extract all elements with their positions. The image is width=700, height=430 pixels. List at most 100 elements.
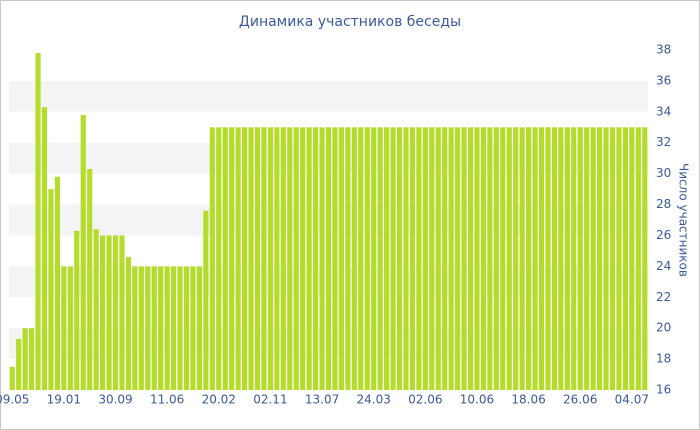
bar [642, 127, 648, 390]
bar [80, 114, 86, 390]
bar [158, 266, 164, 390]
bar [93, 229, 99, 390]
bar [442, 127, 448, 390]
y-tick-label: 32 [656, 135, 671, 149]
bar [300, 127, 306, 390]
x-tick-label: 11.06 [150, 393, 184, 407]
bar [61, 266, 67, 390]
y-tick-label: 22 [656, 290, 671, 304]
bar [590, 127, 596, 390]
bar [435, 127, 441, 390]
bar [487, 127, 493, 390]
y-tick-label: 24 [656, 259, 671, 273]
bar [248, 127, 254, 390]
bar [145, 266, 151, 390]
bar [558, 127, 564, 390]
x-tick-label: 02.06 [408, 393, 442, 407]
bar [571, 127, 577, 390]
bar [67, 266, 73, 390]
bar [422, 127, 428, 390]
bar [209, 127, 215, 390]
bar [319, 127, 325, 390]
bar [390, 127, 396, 390]
bar [242, 127, 248, 390]
x-tick-label: 10.06 [460, 393, 494, 407]
bar [506, 127, 512, 390]
bar [164, 266, 170, 390]
bar [190, 266, 196, 390]
bar [9, 366, 15, 390]
x-tick-label: 02.11 [253, 393, 287, 407]
bar [54, 176, 60, 390]
x-tick-label: 26.06 [563, 393, 597, 407]
bar [41, 107, 48, 390]
bar [16, 339, 22, 390]
x-tick-label: 09.05 [0, 393, 29, 407]
bar [577, 127, 583, 390]
bar [119, 235, 125, 390]
bar [125, 257, 131, 390]
grid-band [9, 80, 648, 112]
bar [564, 127, 570, 390]
bar [254, 127, 261, 390]
bar [138, 266, 144, 390]
bar [538, 127, 545, 390]
bar [635, 127, 641, 390]
bar [409, 127, 415, 390]
bar [29, 328, 35, 390]
bar [287, 127, 293, 390]
bar [474, 127, 480, 390]
bar [171, 266, 177, 390]
y-tick-label: 34 [656, 104, 671, 118]
chart-title: Динамика участников беседы [239, 14, 461, 30]
bar [467, 127, 474, 390]
bar [267, 127, 273, 390]
bar [222, 127, 228, 390]
bar [313, 127, 319, 390]
bar [629, 127, 635, 390]
bar [338, 127, 344, 390]
x-tick-label: 24.03 [357, 393, 391, 407]
bar [332, 127, 338, 390]
bar [106, 235, 112, 390]
bar [35, 53, 41, 390]
bar [216, 127, 222, 390]
bar [396, 127, 403, 390]
bar [603, 127, 609, 390]
bar [22, 328, 28, 390]
bar [455, 127, 461, 390]
bar [622, 127, 628, 390]
bar [293, 127, 299, 390]
bar [377, 127, 383, 390]
y-axis-label: Число участников [677, 163, 691, 277]
x-tick-label: 20.02 [202, 393, 236, 407]
y-tick-label: 36 [656, 73, 671, 87]
bar [183, 266, 190, 390]
bar [609, 127, 616, 390]
bar [461, 127, 467, 390]
y-tick-label: 16 [656, 383, 671, 397]
bar [132, 266, 138, 390]
bar [597, 127, 603, 390]
bar [351, 127, 357, 390]
bar [274, 127, 280, 390]
bar [403, 127, 409, 390]
bar [280, 127, 286, 390]
bar [384, 127, 390, 390]
x-tick-label: 13.07 [305, 393, 339, 407]
bar [493, 127, 499, 390]
bar [306, 127, 312, 390]
bar [196, 266, 202, 390]
bar [74, 230, 80, 390]
y-tick-label: 28 [656, 197, 671, 211]
bar [416, 127, 422, 390]
y-tick-label: 30 [656, 166, 671, 180]
bar [532, 127, 538, 390]
bar [500, 127, 506, 390]
bar [584, 127, 590, 390]
bar [100, 235, 106, 390]
y-tick-label: 18 [656, 352, 671, 366]
bar [371, 127, 377, 390]
bar [48, 189, 54, 390]
bar [235, 127, 241, 390]
